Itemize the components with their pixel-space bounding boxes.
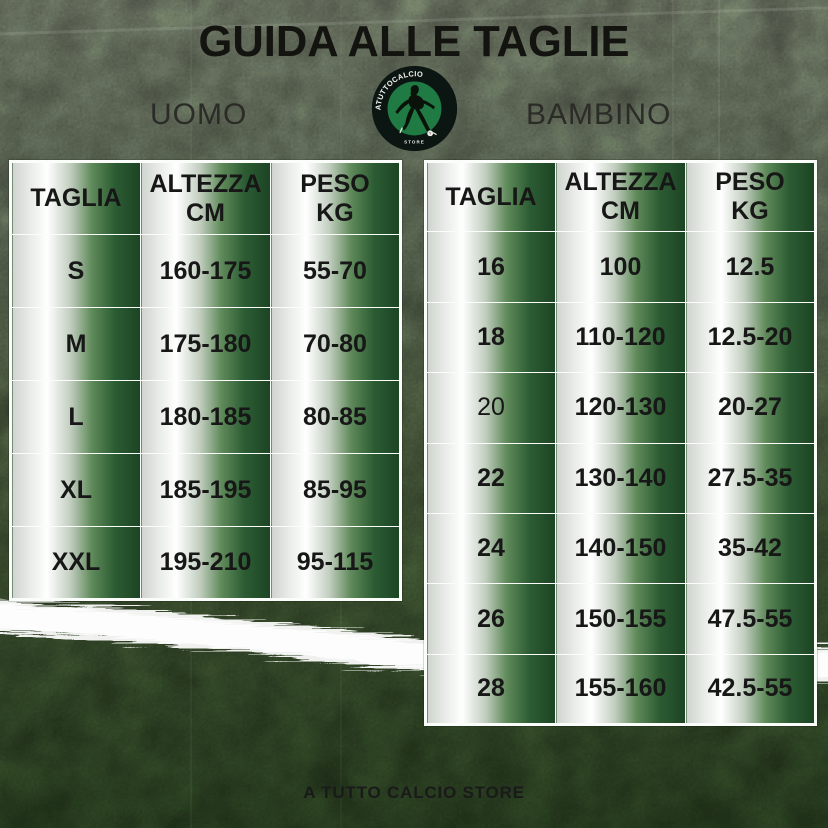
svg-text:STORE: STORE bbox=[404, 139, 425, 144]
